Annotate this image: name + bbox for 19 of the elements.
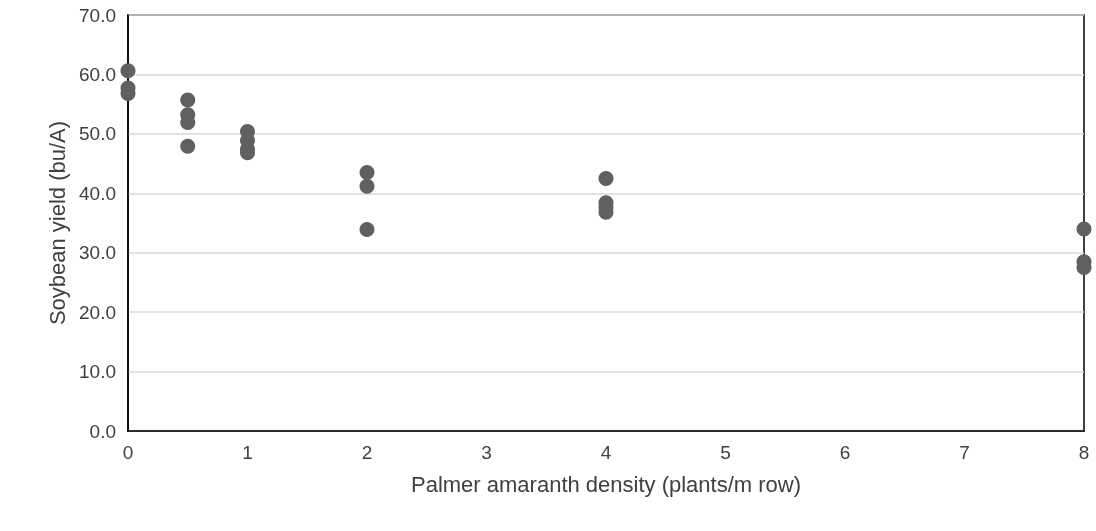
x-tick-label: 0 xyxy=(122,442,134,463)
x-tick-label: 7 xyxy=(959,442,970,463)
y-tick-label: 30.0 xyxy=(79,242,116,264)
y-tick-label: 40.0 xyxy=(79,182,116,204)
y-tick-label: 70.0 xyxy=(79,4,116,26)
x-tick-label: 3 xyxy=(481,442,492,463)
y-tick-label: 60.0 xyxy=(79,63,116,85)
y-tick-label: 0.0 xyxy=(89,420,116,442)
x-tick-label: 1 xyxy=(242,442,253,463)
x-tick-label: 2 xyxy=(361,442,373,463)
x-tick-label: 6 xyxy=(839,442,851,463)
x-tick-label: 4 xyxy=(600,442,612,463)
y-tick-label: 50.0 xyxy=(79,123,116,145)
y-tick-label: 10.0 xyxy=(79,361,116,383)
y-axis-title: Soybean yield (bu/A) xyxy=(44,120,70,326)
x-tick-label: 5 xyxy=(720,442,731,463)
x-axis-title: Palmer amaranth density (plants/m row) xyxy=(410,471,802,497)
y-tick-label: 20.0 xyxy=(79,301,116,323)
x-tick-label: 8 xyxy=(1078,442,1090,463)
